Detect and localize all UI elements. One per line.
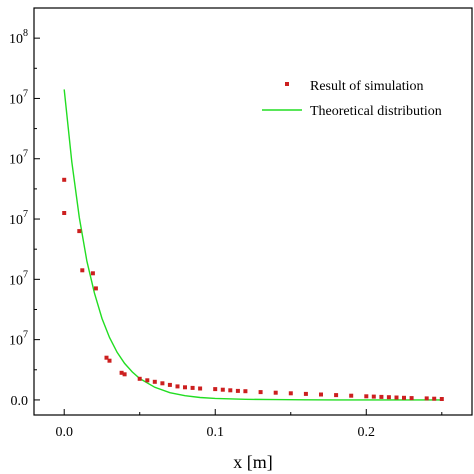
data-point: [90, 271, 95, 276]
data-point: [432, 396, 437, 401]
data-point: [80, 268, 85, 273]
data-point: [273, 390, 278, 395]
data-point: [190, 385, 195, 390]
data-point: [107, 358, 112, 363]
legend: Result of simulation Theoretical distrib…: [262, 79, 442, 119]
data-point: [402, 395, 406, 400]
y-axis-ticks: 0.0 107 107 107 107 107 108: [9, 28, 40, 409]
data-point: [93, 286, 98, 291]
data-point: [349, 393, 354, 398]
data-point: [62, 177, 67, 182]
data-point: [175, 384, 180, 389]
legend-label-simulation: Result of simulation: [310, 79, 424, 94]
y-tick-label: 107: [9, 88, 28, 107]
data-point: [152, 379, 157, 384]
data-point: [334, 393, 339, 398]
data-point: [104, 355, 109, 360]
data-point: [386, 395, 391, 400]
data-point: [303, 391, 308, 396]
data-point: [319, 392, 323, 397]
data-point: [439, 397, 444, 401]
data-point: [145, 378, 150, 383]
data-point: [235, 388, 240, 393]
y-tick-label: 107: [9, 269, 28, 288]
x-tick-label: 0.1: [206, 425, 224, 440]
data-point: [77, 229, 82, 234]
x-axis-ticks: 0.0 0.1 0.2: [55, 409, 443, 440]
data-point: [220, 387, 225, 392]
data-point: [137, 376, 142, 381]
y-tick-label: 0.0: [11, 394, 29, 409]
data-point: [228, 388, 233, 393]
x-tick-label: 0.2: [358, 425, 376, 440]
data-point: [122, 372, 127, 377]
y-tick-label: 108: [9, 28, 28, 47]
series-theoretical-distribution: [63, 89, 442, 401]
y-tick-label: 107: [9, 209, 28, 228]
y-tick-label: 107: [9, 330, 28, 349]
data-point: [198, 386, 203, 391]
legend-marker-simulation: [285, 82, 289, 86]
legend-label-theoretical: Theoretical distribution: [310, 104, 442, 119]
data-point: [167, 382, 172, 387]
y-tick-label: 107: [9, 149, 28, 168]
data-point: [119, 370, 124, 375]
data-point: [379, 394, 384, 399]
theoretical-line: [63, 89, 442, 401]
data-point: [183, 385, 187, 390]
data-point: [409, 396, 414, 401]
data-point: [364, 394, 369, 399]
series-result-of-simulation: [62, 177, 444, 401]
x-tick-label: 0.0: [55, 425, 73, 440]
data-point: [424, 396, 429, 401]
data-point: [62, 211, 67, 215]
x-axis-title: x [m]: [233, 452, 273, 472]
plot-frame: [33, 7, 473, 416]
data-point: [213, 387, 218, 392]
data-point: [160, 381, 165, 386]
data-point: [288, 391, 293, 396]
data-point: [258, 390, 263, 395]
data-point: [243, 389, 248, 394]
data-point: [371, 394, 376, 399]
data-point: [394, 395, 399, 400]
